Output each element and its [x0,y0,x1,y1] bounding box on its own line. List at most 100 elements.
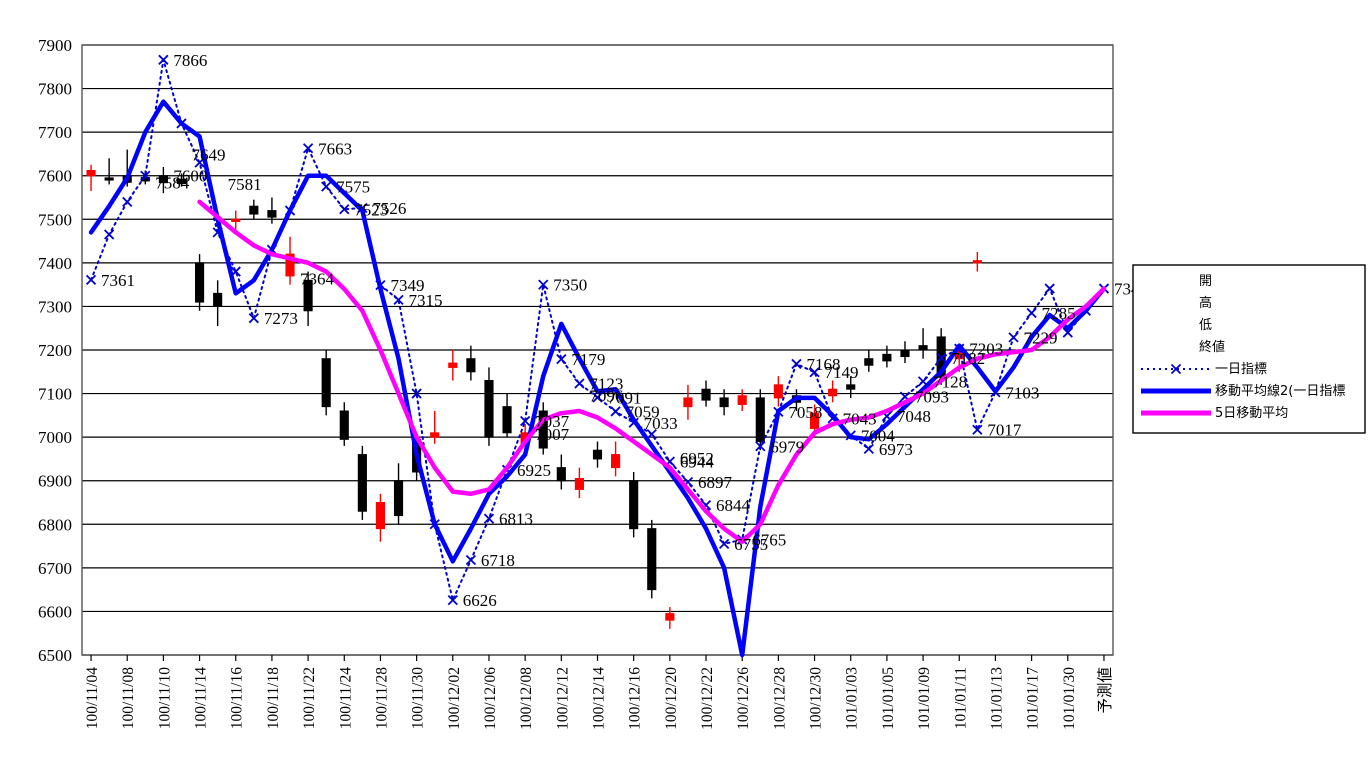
y-axis-tick-label: 7800 [38,80,72,99]
data-label: 6718 [481,551,515,570]
x-axis-tick-label: 100/11/16 [229,667,246,730]
data-label: 7128 [933,372,967,391]
data-label: 7004 [861,426,896,445]
x-marker-stroke [809,367,820,378]
data-label: 7526 [372,199,406,218]
candle-body [448,362,458,368]
x-marker-stroke [755,441,766,452]
candle-body [249,205,259,215]
x-marker-stroke [520,415,531,427]
candle-body [86,169,96,177]
x-axis-tick-label: 100/12/02 [446,667,463,730]
data-label: 7203 [969,340,1003,359]
x-marker-stroke [917,376,929,387]
data-label: 6979 [770,437,804,456]
data-label: 6765 [752,531,786,550]
candle-body [701,388,711,401]
x-axis: 100/11/04 100/11/08 100/11/10 100/11/14 100/… [84,655,1114,730]
legend-label: 開 [1199,274,1212,289]
indicator-x-marker [1026,307,1037,319]
data-label: 7123 [589,375,623,394]
indicator-x-marker [574,378,585,389]
data-label: 7096 [589,386,623,405]
x-axis-tick-label: 100/11/22 [301,667,318,729]
candle-body [176,178,187,185]
x-marker-stroke [881,411,893,422]
x-axis-tick-label: 100/11/10 [156,667,173,730]
candle-body [267,210,277,218]
data-label: 6755 [734,535,768,554]
legend-item[interactable]: 低 [1199,318,1212,333]
x-marker-stroke [411,388,422,399]
data-label: 6973 [879,440,913,459]
candle-body [104,177,114,181]
x-axis-tick-label: 101/01/09 [916,667,933,730]
data-label: 6897 [698,473,733,492]
data-label: 7017 [987,421,1022,440]
data-label: 6925 [517,461,551,480]
indicator-x-marker [809,367,820,378]
indicator-x-marker [538,279,549,290]
x-marker-stroke [646,428,657,440]
x-marker-stroke [339,204,350,215]
indicator-x-marker [393,294,404,306]
candle-body [466,358,476,373]
y-gridlines: 6500 6600 6700 6800 6900 7000 7100 7200 7300 7400… [38,36,1113,665]
data-label: 6626 [463,591,497,610]
candle-body [737,395,747,405]
indicator-x-marker [447,594,458,606]
legend-item[interactable]: 一日指標 [1141,362,1267,377]
legend-label: 終値 [1199,339,1225,355]
candle-body [683,397,693,408]
indicator-x-marker [556,354,567,365]
y-axis-tick-label: 6900 [38,472,72,491]
x-axis-tick-label: 101/01/13 [988,667,1005,730]
series-ma5 [197,199,1107,544]
legend-box [1132,264,1366,434]
x-marker-stroke [574,378,585,389]
candle-body [158,175,168,184]
y-axis-tick-label: 7400 [38,254,72,273]
data-label: 7043 [843,409,877,428]
indicator-x-marker [755,441,766,452]
data-label: 7600 [173,167,207,186]
x-marker-stroke [103,229,115,240]
x-marker-stroke [158,54,169,65]
candle-body [556,467,566,482]
indicator-x-marker [1044,283,1055,294]
legend-item[interactable]: 移動平均線2(一日指標 [1141,383,1345,399]
indicator-x-marker [248,313,259,324]
x-axis-tick-label: 100/12/16 [627,667,644,730]
data-label: 7059 [626,402,660,421]
data-label: 7149 [825,363,859,382]
indicator-x-marker [411,388,422,399]
x-marker-stroke [592,392,603,403]
legend-item[interactable]: 終値 [1199,339,1225,355]
x-marker-stroke [1026,307,1037,319]
indicator-x-marker [520,415,531,427]
candle-body [846,384,856,390]
x-axis-tick-label: 100/11/28 [373,667,390,730]
y-axis-tick-label: 7300 [38,297,72,316]
y-axis-tick-label: 6600 [38,602,72,621]
candle-body [484,380,494,438]
data-label: 7584 [155,174,190,193]
data-label: 7093 [915,388,949,407]
legend-item[interactable]: 5日移動平均 [1141,406,1288,421]
data-label: 7103 [1005,383,1039,402]
indicator-x-marker [936,352,947,363]
candle-body [393,480,404,517]
indicator-x-marker [140,170,151,181]
y-axis-tick-label: 7700 [38,123,72,142]
y-axis-tick-label: 6500 [38,646,72,665]
legend-item[interactable]: 開 [1199,274,1212,289]
legend-label: 一日指標 [1215,362,1267,377]
data-label: 7575 [336,178,370,197]
candle-body [321,358,331,408]
indicator-x-marker [718,538,730,550]
data-label: 7649 [191,145,225,164]
legend-item[interactable]: 高 [1199,295,1212,311]
x-axis-tick-label: 100/12/20 [663,667,680,730]
candle-body [665,613,675,621]
